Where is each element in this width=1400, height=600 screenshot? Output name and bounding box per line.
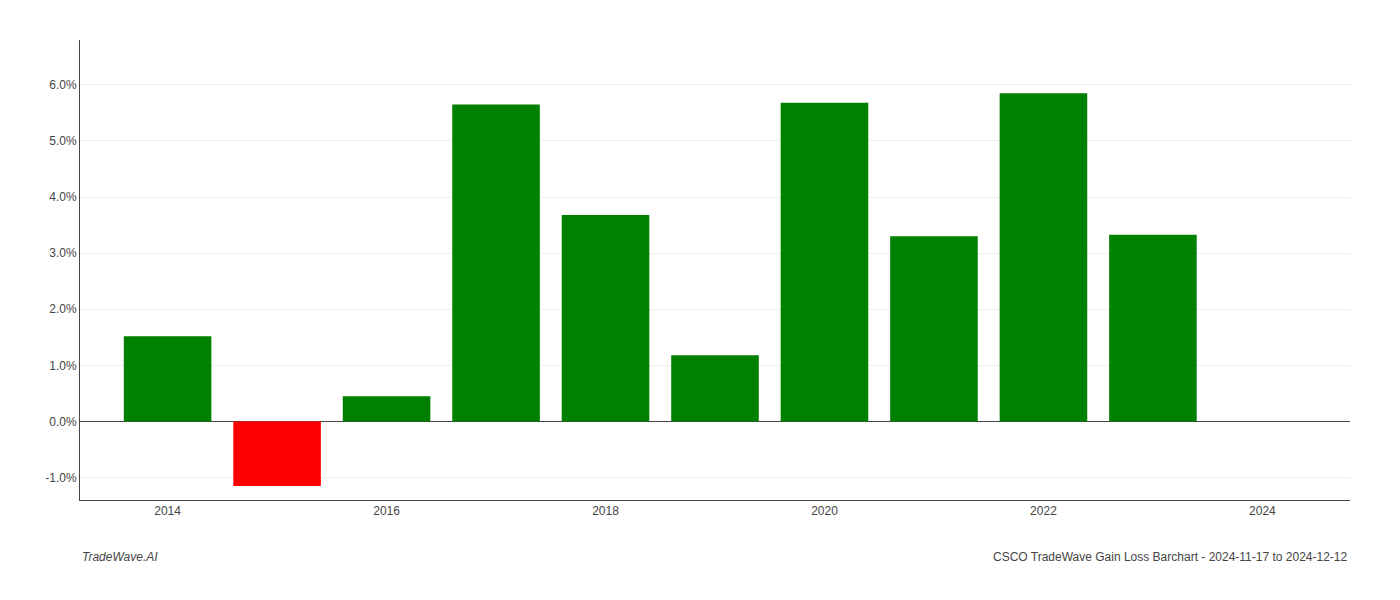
svg-text:CSCO TradeWave Gain Loss Barch: CSCO TradeWave Gain Loss Barchart - 2024… xyxy=(993,550,1348,564)
svg-text:2022: 2022 xyxy=(1030,504,1057,518)
svg-text:2024: 2024 xyxy=(1249,504,1276,518)
svg-text:2016: 2016 xyxy=(373,504,400,518)
svg-text:TradeWave.AI: TradeWave.AI xyxy=(82,550,158,564)
svg-text:6.0%: 6.0% xyxy=(49,78,77,92)
svg-text:1.0%: 1.0% xyxy=(49,359,77,373)
svg-text:2.0%: 2.0% xyxy=(49,302,77,316)
svg-text:2020: 2020 xyxy=(811,504,838,518)
svg-text:4.0%: 4.0% xyxy=(49,190,77,204)
svg-text:0.0%: 0.0% xyxy=(49,415,77,429)
svg-text:-1.0%: -1.0% xyxy=(45,471,77,485)
svg-text:2018: 2018 xyxy=(592,504,619,518)
svg-text:2014: 2014 xyxy=(154,504,181,518)
svg-text:5.0%: 5.0% xyxy=(49,134,77,148)
svg-text:3.0%: 3.0% xyxy=(49,246,77,260)
